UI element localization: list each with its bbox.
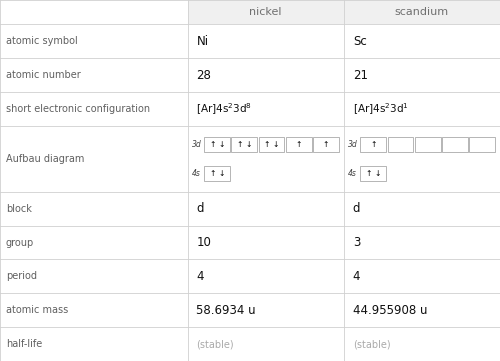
Bar — [188, 327, 344, 361]
Bar — [188, 293, 344, 327]
Text: ↓: ↓ — [218, 169, 224, 178]
Bar — [188, 260, 344, 293]
Text: block: block — [6, 204, 32, 214]
Bar — [0, 293, 188, 327]
Text: 28: 28 — [196, 69, 212, 82]
Bar — [344, 0, 500, 25]
Bar — [0, 226, 188, 260]
Bar — [344, 226, 500, 260]
Bar — [313, 137, 339, 152]
Text: ↓: ↓ — [246, 140, 252, 149]
Text: ↑: ↑ — [296, 140, 302, 149]
Text: group: group — [6, 238, 34, 248]
Bar — [204, 166, 230, 180]
Bar — [188, 192, 344, 226]
Text: short electronic configuration: short electronic configuration — [6, 104, 150, 114]
Bar — [0, 327, 188, 361]
Bar — [0, 25, 188, 58]
Text: [Ar]4s$^{2}$3d$^{8}$: [Ar]4s$^{2}$3d$^{8}$ — [196, 101, 252, 117]
Bar — [0, 0, 188, 25]
Bar — [344, 92, 500, 126]
Text: ↑: ↑ — [322, 140, 329, 149]
Text: period: period — [6, 271, 37, 281]
Text: ↑: ↑ — [236, 140, 242, 149]
Bar — [344, 327, 500, 361]
Text: ↓: ↓ — [374, 169, 381, 178]
Bar — [360, 166, 386, 180]
Text: (stable): (stable) — [353, 339, 391, 349]
Text: Aufbau diagram: Aufbau diagram — [6, 154, 84, 164]
Bar — [469, 137, 495, 152]
Bar — [188, 58, 344, 92]
Text: (stable): (stable) — [196, 339, 234, 349]
Bar — [188, 25, 344, 58]
Text: 3d: 3d — [348, 140, 358, 149]
Text: 21: 21 — [353, 69, 368, 82]
Text: ↑: ↑ — [209, 169, 216, 178]
Text: atomic symbol: atomic symbol — [6, 36, 78, 46]
Text: ↑: ↑ — [366, 169, 372, 178]
Bar — [188, 0, 344, 25]
Bar — [188, 92, 344, 126]
Bar — [344, 260, 500, 293]
Text: Sc: Sc — [353, 35, 366, 48]
Bar — [0, 58, 188, 92]
Bar — [0, 260, 188, 293]
Bar — [344, 58, 500, 92]
Bar — [344, 293, 500, 327]
Text: d: d — [196, 202, 204, 215]
Bar — [258, 137, 284, 152]
Bar — [344, 192, 500, 226]
Text: ↑: ↑ — [370, 140, 376, 149]
Text: 58.6934 u: 58.6934 u — [196, 304, 256, 317]
Text: 3: 3 — [353, 236, 360, 249]
Text: ↑: ↑ — [209, 140, 216, 149]
Text: half-life: half-life — [6, 339, 42, 349]
Bar — [360, 137, 386, 152]
Text: nickel: nickel — [250, 7, 282, 17]
Text: 4: 4 — [196, 270, 204, 283]
Text: ↓: ↓ — [218, 140, 224, 149]
Text: atomic mass: atomic mass — [6, 305, 68, 315]
Text: 4s: 4s — [192, 169, 200, 178]
Text: ↓: ↓ — [273, 140, 279, 149]
Text: 3d: 3d — [192, 140, 201, 149]
Bar — [344, 126, 500, 192]
Bar — [188, 226, 344, 260]
Text: 4: 4 — [353, 270, 360, 283]
Bar — [442, 137, 468, 152]
Bar — [286, 137, 312, 152]
Bar — [388, 137, 413, 152]
Bar — [415, 137, 440, 152]
Bar — [0, 92, 188, 126]
Text: 10: 10 — [196, 236, 212, 249]
Text: Ni: Ni — [196, 35, 208, 48]
Bar — [0, 192, 188, 226]
Text: atomic number: atomic number — [6, 70, 81, 80]
Text: [Ar]4s$^{2}$3d$^{1}$: [Ar]4s$^{2}$3d$^{1}$ — [353, 101, 408, 117]
Bar — [0, 126, 188, 192]
Bar — [204, 137, 230, 152]
Text: 4s: 4s — [348, 169, 356, 178]
Text: scandium: scandium — [395, 7, 449, 17]
Bar — [231, 137, 257, 152]
Bar — [188, 126, 344, 192]
Text: 44.955908 u: 44.955908 u — [353, 304, 427, 317]
Bar — [344, 25, 500, 58]
Text: d: d — [353, 202, 360, 215]
Text: ↑: ↑ — [264, 140, 270, 149]
